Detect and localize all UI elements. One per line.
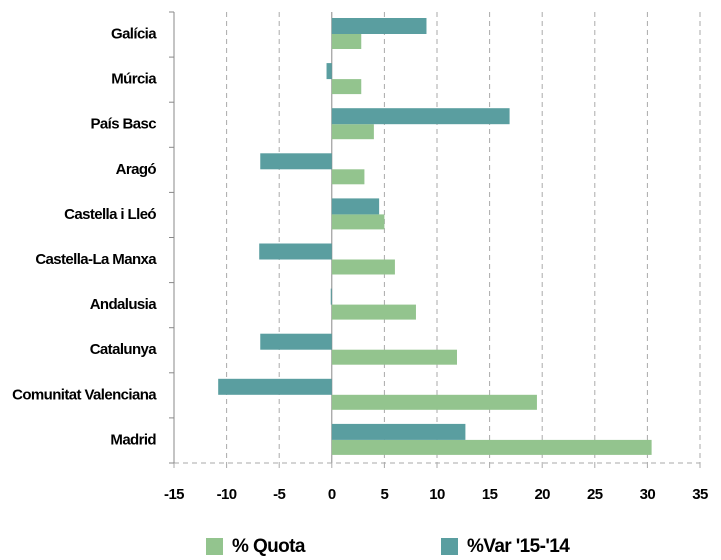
bar bbox=[331, 18, 427, 34]
x-tick-label: 25 bbox=[587, 486, 603, 503]
y-tick-label: Galícia bbox=[111, 26, 157, 43]
bar bbox=[331, 349, 457, 365]
y-tick-label: Castella-La Manxa bbox=[35, 251, 157, 268]
y-tick-label: Catalunya bbox=[90, 341, 158, 358]
x-tick-label: 15 bbox=[482, 486, 498, 503]
y-tick-label: Múrcia bbox=[111, 71, 157, 88]
bar bbox=[259, 243, 332, 260]
y-tick-label: Aragó bbox=[116, 161, 157, 178]
x-tick-label: 0 bbox=[328, 486, 336, 503]
bar bbox=[331, 34, 362, 49]
legend-swatch bbox=[441, 538, 458, 555]
bar bbox=[331, 423, 466, 440]
legend-label: %Var '15-'14 bbox=[467, 536, 570, 557]
legend-label: % Quota bbox=[232, 536, 306, 557]
x-tick-label: 5 bbox=[381, 486, 389, 503]
x-tick-label: 30 bbox=[640, 486, 656, 503]
x-tick-label: 35 bbox=[692, 486, 708, 503]
bar bbox=[260, 333, 332, 350]
bar bbox=[331, 394, 537, 410]
y-tick-label: Madrid bbox=[110, 431, 156, 448]
bar bbox=[260, 153, 332, 170]
bar bbox=[331, 79, 362, 95]
y-tick-label: País Basc bbox=[91, 116, 157, 133]
bar bbox=[331, 124, 374, 140]
x-tick-label: -10 bbox=[217, 486, 237, 503]
bar bbox=[326, 63, 332, 80]
y-tick-label: Comunitat Valenciana bbox=[12, 386, 157, 403]
bar bbox=[331, 169, 365, 185]
y-tick-label: Andalusia bbox=[90, 296, 158, 313]
x-tick-label: -15 bbox=[164, 486, 184, 503]
x-tick-label: 20 bbox=[534, 486, 550, 503]
legend-swatch bbox=[206, 538, 223, 555]
bar bbox=[331, 259, 395, 275]
bar bbox=[331, 198, 380, 215]
bar bbox=[331, 439, 652, 455]
y-tick-label: Castella i Lleó bbox=[64, 206, 156, 223]
x-tick-label: 10 bbox=[429, 486, 445, 503]
x-tick-label: -5 bbox=[273, 486, 285, 503]
bar bbox=[331, 214, 385, 230]
bar bbox=[330, 288, 332, 305]
bar bbox=[331, 304, 416, 320]
bar bbox=[331, 108, 510, 125]
bar bbox=[218, 378, 332, 395]
